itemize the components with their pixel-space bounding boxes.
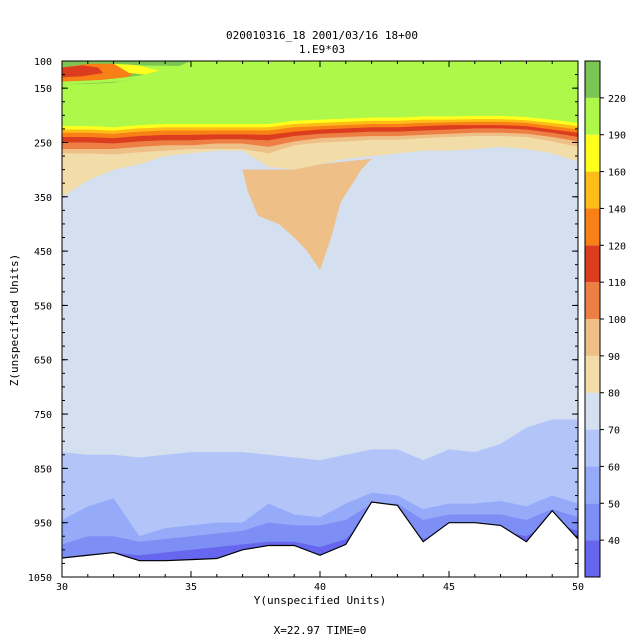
- chart-title: 020010316_18 2001/03/16 18+00: [226, 29, 418, 42]
- y-tick-label: 250: [34, 138, 52, 149]
- x-tick-label: 40: [314, 582, 326, 593]
- patch-tan-dip: [242, 158, 372, 271]
- y-tick-label: 450: [34, 247, 52, 258]
- colorbar-label: 120: [608, 241, 626, 252]
- y-tick-label: 550: [34, 301, 52, 312]
- colorbar-swatch: [585, 208, 600, 246]
- y-axis: 100 150 250 350 450 550 650 750 850 950 1050: [28, 57, 578, 584]
- colorbar-label: 220: [608, 94, 626, 105]
- colorbar-border: [584, 60, 601, 578]
- colorbar-label: 160: [608, 168, 626, 179]
- y-tick-label: 150: [34, 84, 52, 95]
- y-axis-label: Z(unspecified Units): [8, 254, 21, 386]
- y-tick-label: 750: [34, 410, 52, 421]
- colorbar-swatch: [585, 355, 600, 393]
- patch-light-blue-upper: [85, 164, 251, 224]
- x-tick-label: 45: [443, 582, 455, 593]
- colorbar-label: 110: [608, 278, 626, 289]
- patch-hot-topleft-lime: [62, 65, 212, 85]
- colorbar-label: 190: [608, 131, 626, 142]
- colorbar-swatch: [585, 61, 600, 98]
- x-tick-label: 50: [572, 582, 584, 593]
- terrain-outline: [62, 501, 578, 562]
- x-axis: 30 35 40 45 50: [56, 61, 584, 593]
- colorbar-swatch: [585, 503, 600, 541]
- x-tick-label: 30: [56, 582, 68, 593]
- colorbar-label: 40: [608, 536, 620, 547]
- patch-hot-topleft-yellow: [113, 63, 161, 75]
- colorbar-label: 50: [608, 499, 620, 510]
- colorbar-label: 80: [608, 389, 620, 400]
- y-tick-label: 650: [34, 356, 52, 367]
- colorbar-swatch: [585, 245, 600, 283]
- colorbar-swatch: [585, 319, 600, 356]
- patch-hot-topleft-red: [62, 65, 104, 78]
- colorbar: 40 50 60 70 80 90 100 110 120 140 160 190 220: [584, 60, 626, 578]
- y-tick-label: 100: [34, 57, 52, 68]
- colorbar-swatch: [585, 540, 600, 577]
- band-190-220: [62, 61, 578, 128]
- colorbar-swatch: [585, 429, 600, 467]
- y-tick-label: 850: [34, 464, 52, 475]
- colorbar-swatch: [585, 134, 600, 172]
- colorbar-label: 100: [608, 315, 626, 326]
- colorbar-swatch: [585, 171, 600, 209]
- y-tick-label: 1050: [28, 573, 52, 584]
- x-tick-label: 35: [185, 582, 197, 593]
- colorbar-swatch: [585, 466, 600, 504]
- colorbar-swatch: [585, 97, 600, 135]
- contour-plot-area: [62, 61, 578, 577]
- colorbar-label: 90: [608, 352, 620, 363]
- terrain-mask: [62, 502, 578, 577]
- colorbar-label: 70: [608, 426, 620, 437]
- colorbar-swatch: [585, 392, 600, 430]
- colorbar-label: 60: [608, 462, 620, 473]
- y-tick-label: 950: [34, 519, 52, 530]
- colorbar-swatch: [585, 282, 600, 319]
- chart-subtitle: 1.E9*03: [299, 43, 345, 56]
- colorbar-label: 140: [608, 204, 626, 215]
- footer-info: X=22.97 TIME=0: [274, 624, 367, 637]
- x-axis-label: Y(unspecified Units): [254, 594, 386, 607]
- y-tick-label: 350: [34, 193, 52, 204]
